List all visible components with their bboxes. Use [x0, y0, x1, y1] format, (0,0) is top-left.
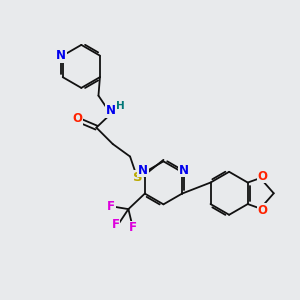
Text: F: F — [129, 221, 136, 234]
Text: F: F — [112, 218, 120, 231]
Text: O: O — [257, 170, 267, 183]
Text: H: H — [116, 101, 124, 111]
Text: N: N — [179, 164, 189, 177]
Text: N: N — [56, 49, 66, 62]
Text: N: N — [138, 164, 148, 177]
Text: F: F — [107, 200, 115, 213]
Text: S: S — [133, 171, 142, 184]
Text: N: N — [105, 104, 116, 117]
Text: O: O — [257, 204, 267, 217]
Text: O: O — [73, 112, 83, 125]
